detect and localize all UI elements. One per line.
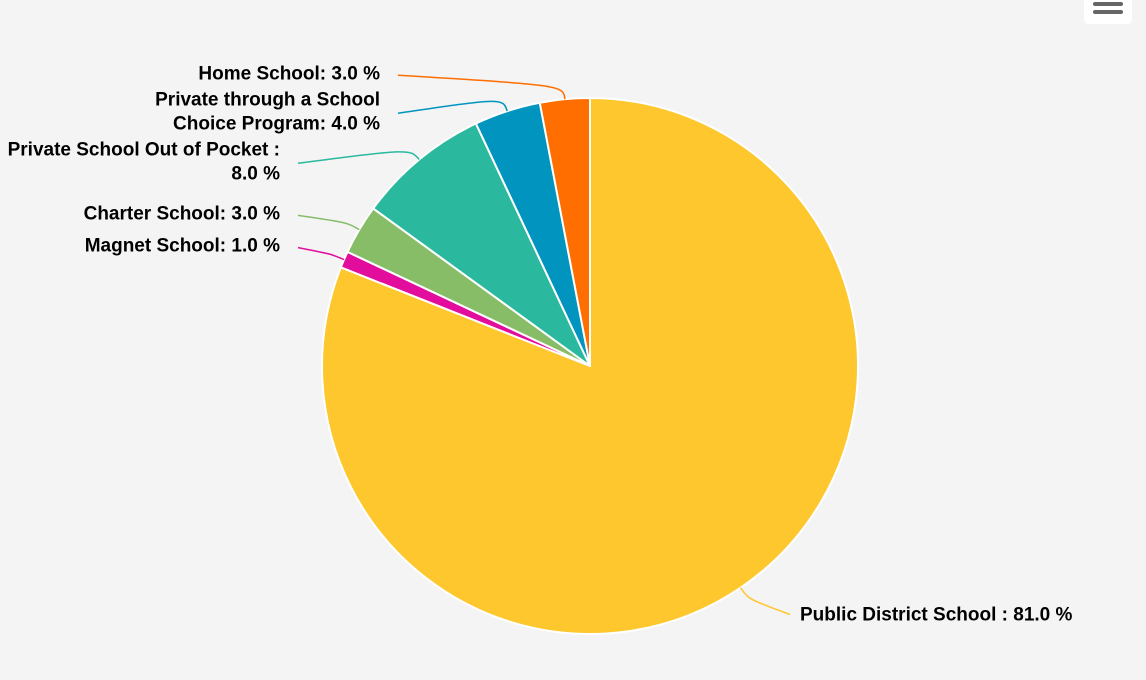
hamburger-icon-bar-2 [1093,10,1123,14]
slices-layer [321,97,859,635]
hamburger-icon [1093,2,1123,6]
data-label-home-school: Home School: 3.0 % [198,63,380,84]
data-label-charter-school: Charter School: 3.0 % [84,203,280,224]
data-label-private-through-a-school-choice-program: Private through a School Choice Program: … [155,89,380,134]
connectors-layer [297,74,791,616]
labels-layer: Home School: 3.0 % Private through a Scho… [8,63,1073,625]
connector-public-district-school [739,587,791,616]
connector-private-through-a-school-choice-program [397,100,508,115]
connector-magnet-school [297,246,345,261]
connector-home-school [397,74,566,100]
data-label-public-district-school: Public District School : 81.0 % [800,604,1073,625]
data-label-private-school-out-of-pocket: Private School Out of Pocket :8.0 % [8,139,280,184]
connector-private-school-out-of-pocket [297,151,420,165]
connector-charter-school [297,214,360,231]
chart-menu-button[interactable] [1084,0,1132,24]
data-label-magnet-school: Magnet School: 1.0 % [85,236,280,257]
